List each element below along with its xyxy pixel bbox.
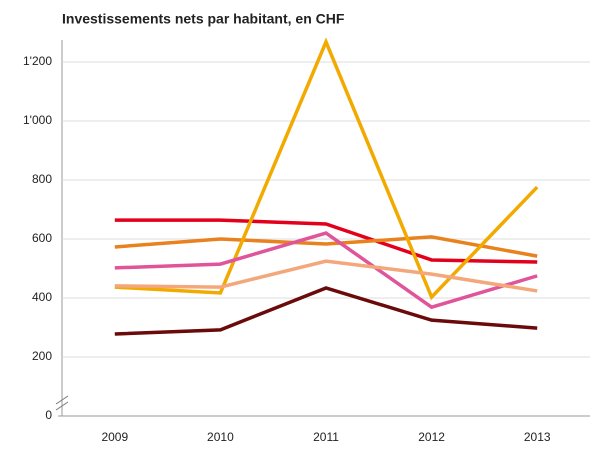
y-tick-label: 1'000 — [23, 113, 52, 127]
series-line — [114, 259, 538, 293]
x-tick-label: 2013 — [524, 430, 551, 444]
series-line — [114, 37, 539, 301]
series-line — [114, 235, 538, 258]
x-tick-label: 2012 — [418, 430, 445, 444]
y-tick-label: 800 — [32, 172, 52, 186]
series-line — [114, 231, 538, 310]
y-tick-label: 400 — [32, 290, 52, 304]
series-line — [114, 286, 538, 336]
axis-break — [55, 395, 69, 411]
y-tick-label: 1'200 — [23, 54, 52, 68]
x-tick-label: 2011 — [313, 430, 339, 444]
y-tick-label: 0 — [45, 408, 52, 422]
x-tick-label: 2009 — [101, 430, 128, 444]
y-tick-label: 600 — [32, 231, 52, 245]
chart-title: Investissements nets par habitant, en CH… — [62, 11, 345, 27]
x-tick-label: 2010 — [207, 430, 234, 444]
y-tick-label: 200 — [32, 349, 52, 363]
